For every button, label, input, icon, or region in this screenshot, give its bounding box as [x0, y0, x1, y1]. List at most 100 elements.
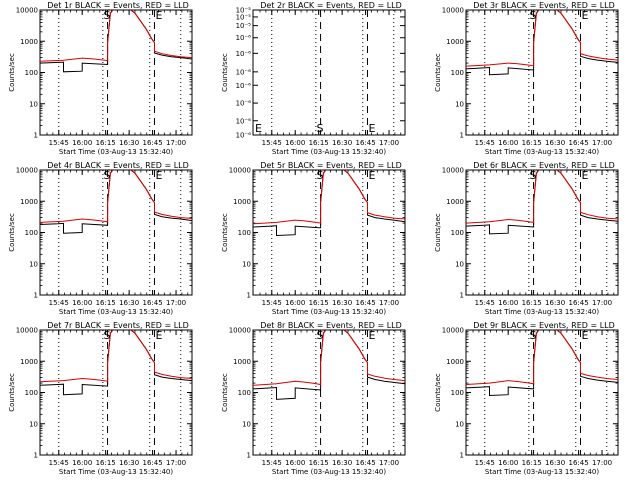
end-marker-label: E	[581, 9, 588, 22]
x-tick-label: 15:45	[262, 459, 282, 467]
y-tick-label: 10⁻⁵	[236, 7, 252, 15]
y-tick-label: 10000	[229, 327, 251, 335]
x-tick-label: 15:45	[475, 139, 495, 147]
end-marker-label: E	[581, 329, 588, 342]
y-tick-label: 1000	[446, 198, 464, 206]
end-marker-label: E	[155, 169, 162, 182]
x-axis-label: Start Time (03-Aug-13 15:32:40)	[59, 148, 173, 156]
y-tick-label: 100	[451, 69, 464, 77]
y-tick-label: 10⁻⁶	[236, 34, 252, 42]
y-tick-label: 10000	[442, 167, 464, 175]
x-tick-label: 16:30	[545, 299, 565, 307]
x-tick-label: 16:00	[72, 459, 92, 467]
lld-series-line	[253, 170, 405, 225]
y-tick-label: 10	[242, 260, 251, 268]
x-tick-label: 16:45	[142, 139, 162, 147]
left-edge-marker-label: E	[255, 122, 262, 135]
x-tick-label: 16:30	[119, 299, 139, 307]
x-tick-label: 16:00	[285, 139, 305, 147]
x-tick-label: 15:45	[49, 139, 69, 147]
x-tick-label: 16:30	[545, 459, 565, 467]
detector-panel-7: Det 7r BLACK = Events, RED = LLD 1 10 100 10…	[8, 321, 193, 476]
events-series-line	[40, 170, 192, 234]
x-tick-label: 16:30	[119, 459, 139, 467]
y-tick-label: 10⁻⁵	[236, 22, 252, 30]
detector-panel-1: Det 1r BLACK = Events, RED = LLD 1 10 100 10…	[8, 1, 193, 156]
end-marker-label: E	[368, 169, 375, 182]
x-tick-label: 16:45	[355, 299, 375, 307]
events-series-line	[466, 330, 618, 397]
x-tick-label: 16:00	[498, 139, 518, 147]
x-tick-label: 17:00	[379, 459, 399, 467]
x-axis-label: Start Time (03-Aug-13 15:32:40)	[59, 468, 173, 476]
y-tick-label: 1	[460, 132, 464, 140]
y-tick-label: 100	[451, 389, 464, 397]
x-tick-label: 16:45	[355, 459, 375, 467]
detector-panel-5: Det 5r BLACK = Events, RED = LLD 1 10 100 10…	[221, 161, 406, 316]
x-tick-label: 15:45	[49, 459, 69, 467]
x-tick-label: 16:15	[522, 459, 542, 467]
y-tick-label: 1	[34, 132, 38, 140]
y-tick-label: 1000	[233, 198, 251, 206]
y-axis-label: Counts/sec	[221, 373, 229, 412]
x-tick-label: 16:45	[568, 299, 588, 307]
start-marker-label: S	[530, 9, 537, 22]
y-tick-label: 100	[238, 229, 251, 237]
detector-panel-3: Det 3r BLACK = Events, RED = LLD 1 10 100 10…	[434, 1, 619, 156]
detector-panel-6: Det 6r BLACK = Events, RED = LLD 1 10 100 10…	[434, 161, 619, 316]
lld-series-line	[40, 170, 192, 223]
x-tick-label: 16:45	[568, 139, 588, 147]
x-tick-label: 16:45	[355, 139, 375, 147]
y-tick-label: 10000	[16, 327, 38, 335]
y-tick-label: 10⁻⁶	[236, 132, 252, 140]
y-tick-label: 1	[34, 452, 38, 460]
y-tick-label: 10⁻⁶	[236, 68, 252, 76]
x-tick-label: 16:00	[498, 459, 518, 467]
panel-title: Det 1r BLACK = Events, RED = LLD	[47, 1, 189, 10]
y-tick-label: 1	[34, 292, 38, 300]
y-tick-label: 10⁻⁵	[236, 13, 252, 21]
y-tick-label: 10	[29, 420, 38, 428]
y-tick-label: 10	[455, 260, 464, 268]
x-tick-label: 16:00	[72, 139, 92, 147]
end-marker-label: E	[155, 9, 162, 22]
plot-frame	[465, 169, 619, 296]
plot-frame	[39, 9, 193, 136]
x-tick-label: 17:00	[592, 139, 612, 147]
x-tick-label: 17:00	[592, 459, 612, 467]
detector-panel-9: Det 9r BLACK = Events, RED = LLD 1 10 100 10…	[434, 321, 619, 476]
x-tick-label: 16:45	[142, 299, 162, 307]
y-axis-label: Counts/sec	[8, 213, 16, 252]
x-tick-label: 17:00	[166, 139, 186, 147]
x-axis-label: Start Time (03-Aug-13 15:32:40)	[272, 148, 386, 156]
panel-title: Det 2r BLACK = Events, RED = LLD	[260, 1, 402, 10]
plot-frame	[252, 9, 406, 136]
y-axis-label: Counts/sec	[434, 53, 442, 92]
y-tick-label: 10000	[442, 327, 464, 335]
x-tick-label: 16:45	[142, 459, 162, 467]
events-series-line	[253, 330, 405, 400]
y-tick-label: 10⁻⁶	[236, 100, 252, 108]
end-marker-label: E	[155, 329, 162, 342]
panel-title: Det 8r BLACK = Events, RED = LLD	[260, 321, 402, 330]
y-tick-label: 10000	[16, 7, 38, 15]
events-series-line	[253, 170, 405, 237]
x-tick-label: 16:30	[119, 139, 139, 147]
x-tick-label: 16:30	[332, 299, 352, 307]
x-axis-label: Start Time (03-Aug-13 15:32:40)	[485, 468, 599, 476]
y-tick-label: 10	[29, 100, 38, 108]
y-tick-label: 1000	[233, 358, 251, 366]
lld-series-line	[466, 330, 618, 385]
x-tick-label: 16:15	[522, 139, 542, 147]
events-series-line	[466, 10, 618, 76]
y-tick-label: 10000	[229, 167, 251, 175]
x-axis-label: Start Time (03-Aug-13 15:32:40)	[272, 468, 386, 476]
x-tick-label: 15:45	[475, 459, 495, 467]
x-axis-label: Start Time (03-Aug-13 15:32:40)	[59, 308, 173, 316]
x-tick-label: 16:00	[285, 459, 305, 467]
detector-panel-4: Det 4r BLACK = Events, RED = LLD 1 10 100 10…	[8, 161, 193, 316]
y-tick-label: 100	[451, 229, 464, 237]
x-tick-label: 15:45	[262, 139, 282, 147]
y-tick-label: 10000	[442, 7, 464, 15]
events-series-line	[466, 170, 618, 235]
